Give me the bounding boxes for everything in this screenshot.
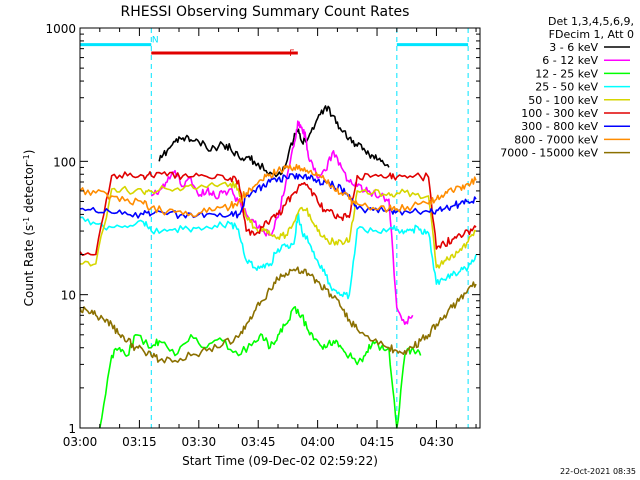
legend-label-4: 50 - 100 keV [528, 94, 598, 107]
y-tick-label-0: 1 [68, 422, 76, 436]
series-layer [79, 105, 477, 429]
legend-label-2: 12 - 25 keV [535, 67, 598, 80]
timestamp: 22-Oct-2021 08:35 [560, 467, 636, 476]
y-axis-label-sup1: -1 [22, 217, 31, 225]
x-tick-label-2: 03:30 [182, 435, 217, 449]
series-line-8 [79, 266, 477, 364]
y-tick-label-2: 100 [53, 155, 76, 169]
series-line-0 [158, 105, 390, 178]
legend-label-3: 25 - 50 keV [535, 81, 598, 94]
legend-label-0: 3 - 6 keV [549, 41, 598, 54]
y-axis-label-base: Count Rate (s [22, 225, 36, 307]
series-line-5 [79, 171, 477, 256]
legend-label-8: 7000 - 15000 keV [500, 147, 598, 160]
y-tick-label-3: 1000 [45, 22, 76, 36]
flag-label-N: N [152, 36, 159, 46]
x-tick-label-4: 04:00 [300, 435, 335, 449]
legend-label-7: 800 - 7000 keV [514, 133, 598, 146]
flag-bars: NF [80, 28, 469, 428]
series-line-3 [79, 212, 477, 300]
legend-label-1: 6 - 12 keV [542, 54, 598, 67]
x-tick-label-0: 03:00 [63, 435, 98, 449]
y-tick-label-1: 10 [61, 289, 76, 303]
y-axis-label-sup2: -1 [22, 154, 31, 162]
axes: 03:00 03:15 03:30 03:45 04:00 04:15 04:30 1 10 10… [45, 22, 480, 449]
x-tick-label-6: 04:30 [419, 435, 454, 449]
legend-header-line-2: FDecim 1, Att 0 [549, 28, 634, 41]
legend-label-5: 100 - 300 keV [521, 107, 598, 120]
x-tick-label-5: 04:15 [360, 435, 395, 449]
series-line-4 [79, 181, 477, 269]
y-axis-label: Count Rate (s-1 detector-1) [22, 150, 37, 307]
series-line-7 [79, 163, 477, 218]
x-tick-label-1: 03:15 [122, 435, 157, 449]
y-axis-label-mid: detector [22, 162, 36, 217]
legend-label-6: 300 - 800 keV [521, 120, 598, 133]
series-line-1 [150, 120, 414, 325]
y-axis-label-end: ) [22, 150, 36, 155]
x-tick-label-3: 03:45 [241, 435, 276, 449]
plot-frame [79, 27, 481, 429]
legend-header-line-1: Det 1,3,4,5,6,9, [548, 15, 634, 28]
x-axis-label: Start Time (09-Dec-02 02:59:22) [182, 454, 378, 468]
flag-label-F: F [289, 49, 294, 59]
series-line-6 [79, 173, 477, 219]
chart-title: RHESSI Observing Summary Count Rates [121, 4, 410, 20]
